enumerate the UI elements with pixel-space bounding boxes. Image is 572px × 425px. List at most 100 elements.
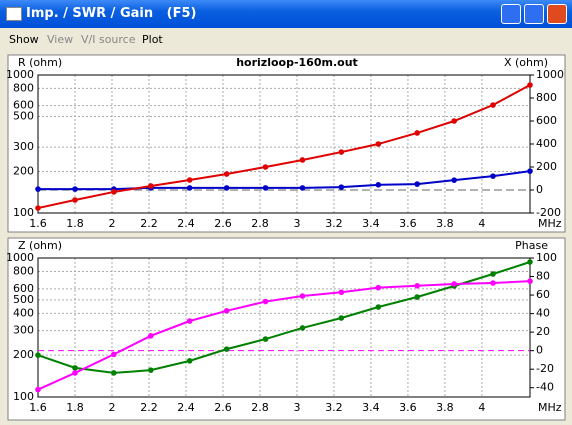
menu-item[interactable]: Plot xyxy=(142,33,163,46)
x-tick-label: 2.8 xyxy=(251,217,269,230)
y-tick-label: 200 xyxy=(13,348,34,361)
x-tick-label: 4 xyxy=(478,401,485,414)
y-tick-label: 500 xyxy=(13,110,34,123)
data-point xyxy=(186,358,193,364)
x-tick-label: 2.6 xyxy=(214,401,232,414)
data-point xyxy=(262,336,269,342)
x-tick-label: 2.8 xyxy=(251,401,269,414)
data-point xyxy=(223,346,230,352)
data-point xyxy=(527,278,533,284)
data-point xyxy=(527,168,533,174)
data-point xyxy=(451,281,457,287)
y-tick-label: 300 xyxy=(13,324,34,337)
series-line xyxy=(37,84,531,210)
data-point xyxy=(35,205,41,211)
x-tick-label: 2 xyxy=(108,217,115,230)
data-point xyxy=(262,298,269,305)
data-point xyxy=(451,177,457,183)
x-tick-label: 3.6 xyxy=(399,401,417,414)
x-tick-label: 1.8 xyxy=(66,401,84,414)
data-point xyxy=(223,308,230,314)
y2-tick-label: 100 xyxy=(536,251,557,264)
data-point xyxy=(299,157,306,163)
y2-tick-label: 800 xyxy=(536,91,557,104)
series-line xyxy=(38,170,531,191)
data-point xyxy=(299,185,306,191)
data-point xyxy=(111,189,117,195)
data-point xyxy=(375,141,382,147)
app-icon xyxy=(6,7,22,21)
y2-tick-label: -20 xyxy=(536,362,554,375)
y-axis-label: R (ohm) xyxy=(18,56,62,69)
data-point xyxy=(72,370,78,376)
data-point xyxy=(148,183,154,189)
x-tick-label: 3 xyxy=(293,217,300,230)
data-point xyxy=(223,185,230,191)
plot-frame xyxy=(37,257,531,398)
y2-tick-label: 60 xyxy=(536,288,550,301)
y-tick-label: 800 xyxy=(13,264,34,277)
x-tick-label: 3.2 xyxy=(325,401,343,414)
y2-tick-label: 80 xyxy=(536,270,550,283)
data-point xyxy=(490,173,496,179)
data-point xyxy=(375,182,382,188)
x-tick-label: 2.6 xyxy=(214,217,232,230)
x-tick-label: 3 xyxy=(293,401,300,414)
y-tick-label: 1000 xyxy=(6,68,34,81)
data-point xyxy=(111,351,117,358)
y2-axis-label: X (ohm) xyxy=(504,56,548,69)
close-button[interactable] xyxy=(547,4,567,24)
data-point xyxy=(490,280,496,286)
x-tick-label: 1.6 xyxy=(29,217,47,230)
charts: horizloop-160m.out R (ohm) X (ohm) MHz 1.6 1.… xyxy=(6,54,566,421)
data-point xyxy=(72,365,78,371)
data-point xyxy=(414,294,420,300)
x-tick-label: 3.6 xyxy=(399,217,417,230)
data-point xyxy=(338,184,345,190)
x-tick-label: 3.2 xyxy=(325,217,343,230)
y-tick-label: 300 xyxy=(13,140,34,153)
y2-tick-label: 400 xyxy=(536,137,557,150)
minimize-button[interactable] xyxy=(501,4,521,24)
x-tick-label: 2.4 xyxy=(177,401,195,414)
x-tick-label: 2.2 xyxy=(140,217,158,230)
y-tick-label: 800 xyxy=(13,81,34,94)
x-tick-label: 2.2 xyxy=(140,401,158,414)
x-tick-label: 1.6 xyxy=(29,401,47,414)
data-point xyxy=(186,177,193,183)
y-tick-label: 600 xyxy=(13,99,34,112)
data-point xyxy=(186,318,193,324)
series-line xyxy=(37,280,531,391)
menu-item[interactable]: V/I source xyxy=(81,33,136,46)
x-tick-label: 3.4 xyxy=(362,217,380,230)
maximize-button[interactable] xyxy=(524,4,544,24)
data-point xyxy=(299,325,306,331)
data-point xyxy=(299,293,306,299)
data-point xyxy=(338,289,345,296)
y-tick-label: 200 xyxy=(13,164,34,177)
y2-tick-label: 1000 xyxy=(536,68,564,81)
data-point xyxy=(262,164,269,170)
data-point xyxy=(338,149,345,155)
y2-tick-label: 0 xyxy=(536,344,543,357)
data-point xyxy=(35,186,41,192)
chart-panel xyxy=(7,54,566,233)
plot-frame xyxy=(37,74,531,214)
y-tick-label: 100 xyxy=(13,390,34,403)
x-tick-label: 2 xyxy=(108,401,115,414)
chart-panel xyxy=(7,237,566,421)
data-point xyxy=(262,185,269,191)
data-point xyxy=(35,352,41,358)
menu-item[interactable]: View xyxy=(47,33,74,46)
data-point xyxy=(35,386,41,393)
series-line xyxy=(37,261,531,374)
menu-item[interactable]: Show xyxy=(9,33,39,46)
data-point xyxy=(148,333,154,339)
y-tick-label: 600 xyxy=(13,282,34,295)
data-point xyxy=(186,185,193,191)
menu-bar: Show View V/I source Plot xyxy=(0,29,572,49)
y2-tick-label: -40 xyxy=(536,381,554,394)
x-tick-label: 3.4 xyxy=(362,401,380,414)
data-point xyxy=(72,197,78,203)
